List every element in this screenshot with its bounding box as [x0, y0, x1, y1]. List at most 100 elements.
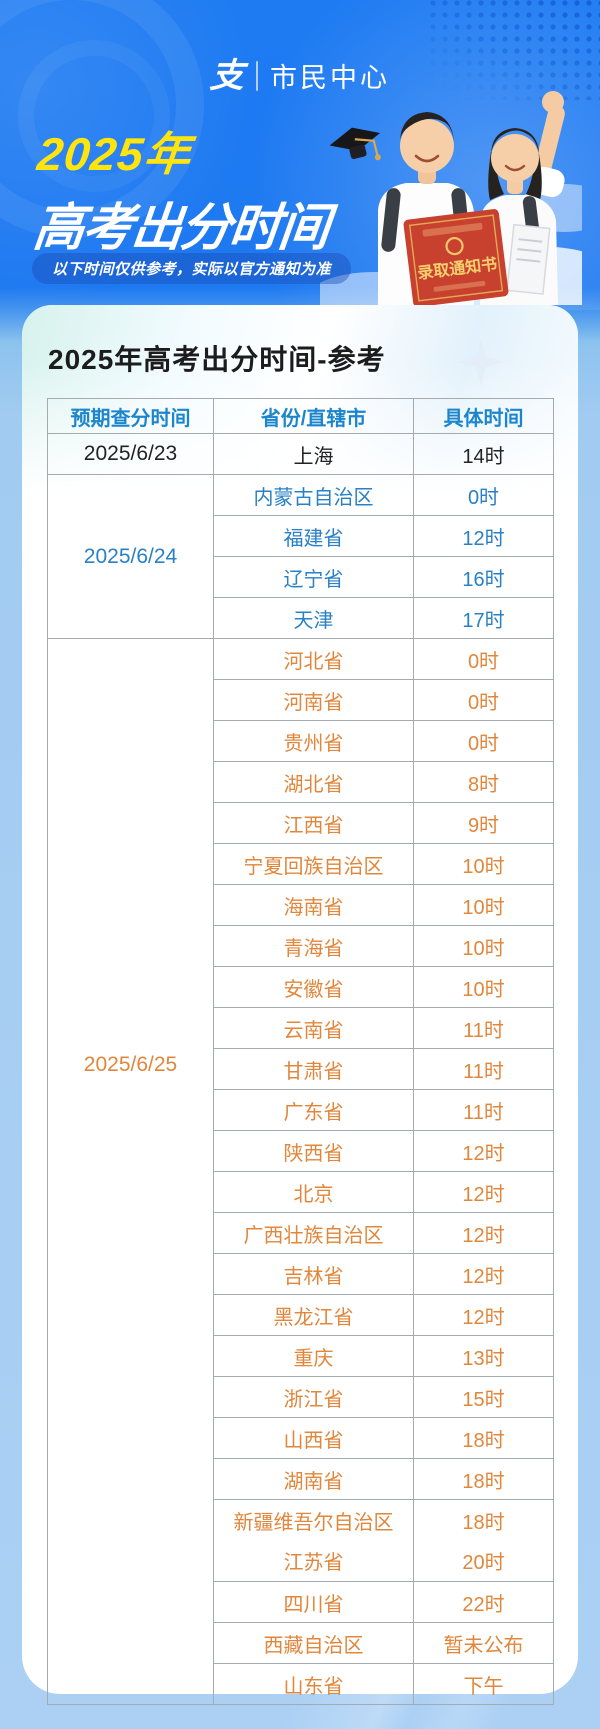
- province-cell: 贵州省: [213, 720, 414, 762]
- province-cell: 黑龙江省: [213, 1294, 414, 1336]
- brand-divider: [256, 60, 258, 91]
- date-label: 2025/6/25: [83, 1053, 178, 1076]
- brand-name: 市民中心: [270, 63, 390, 93]
- table-row: 重庆 13时: [48, 1335, 554, 1377]
- table-row: 吉林省 12时: [48, 1253, 554, 1295]
- time-cell: 0时: [413, 679, 554, 721]
- time-cell: 13时: [413, 1335, 554, 1377]
- province-cell: 浙江省: [213, 1376, 414, 1418]
- table-row: 2025/6/23 上海 14时: [47, 433, 554, 475]
- table-row: 山西省 18时: [48, 1417, 554, 1459]
- score-release-table: 预期查分时间 省份/直辖市 具体时间 2025/6/23 上海 14时 2025/6/24 内…: [47, 398, 554, 1705]
- province-cell: 湖北省: [213, 761, 414, 803]
- brand-bar: 支 市民中心: [0, 56, 600, 95]
- province-cell: 重庆: [213, 1335, 414, 1377]
- hero-section: 支 市民中心 2025年 高考出分时间 以下时间仅供参考，实际以官方通知为准: [0, 0, 600, 310]
- province-cell: 云南省: [213, 1007, 414, 1049]
- table-row: 海南省 10时: [48, 884, 554, 926]
- province-cell: 广西壮族自治区: [213, 1212, 414, 1254]
- province-cell: 吉林省: [213, 1253, 414, 1295]
- date-label: 2025/6/24: [83, 544, 178, 568]
- table-row: 四川省 22时: [48, 1581, 554, 1623]
- time-cell: 12时: [413, 1294, 554, 1336]
- province-cell: 安徽省: [213, 966, 414, 1008]
- table-row: 新疆维吾尔自治区 江苏省 18时 20时: [48, 1499, 554, 1582]
- table-row: 贵州省 0时: [48, 720, 554, 762]
- province-cell: 四川省: [213, 1581, 414, 1623]
- province-cell: 西藏自治区: [213, 1622, 414, 1664]
- province-cell: 山东省: [213, 1663, 414, 1705]
- column-header: 省份/直辖市: [213, 398, 414, 434]
- date-cell: 2025/6/23: [47, 433, 214, 475]
- province-value: 新疆维吾尔自治区: [233, 1511, 394, 1534]
- time-cell: 14时: [413, 433, 554, 475]
- halftone-dots: [430, 0, 600, 100]
- province-cell: 宁夏回族自治区: [213, 843, 414, 885]
- time-cell: 11时: [413, 1007, 554, 1049]
- province-cell: 内蒙古自治区: [213, 474, 414, 516]
- province-cell: 山西省: [213, 1417, 414, 1459]
- time-value: 18时: [462, 1511, 505, 1534]
- time-cell: 10时: [413, 925, 554, 967]
- province-cell: 海南省: [213, 884, 414, 926]
- table-header-row: 预期查分时间 省份/直辖市 具体时间: [47, 398, 554, 434]
- time-cell: 0时: [413, 638, 554, 680]
- time-cell: 11时: [413, 1048, 554, 1090]
- table-row: 宁夏回族自治区 10时: [48, 843, 554, 885]
- table-row: 安徽省 10时: [48, 966, 554, 1008]
- time-cell: 11时: [413, 1089, 554, 1131]
- table-row: 山东省 下午: [48, 1663, 554, 1705]
- province-cell: 陕西省: [213, 1130, 414, 1172]
- province-cell: 福建省: [213, 515, 414, 557]
- time-cell: 15时: [413, 1376, 554, 1418]
- time-cell: 12时: [413, 1171, 554, 1213]
- province-cell: 辽宁省: [213, 556, 414, 598]
- graduation-cap-icon: [329, 127, 381, 161]
- date-cell: 2025/6/25: [47, 638, 214, 1705]
- province-cell: 江西省: [213, 802, 414, 844]
- province-cell: 河南省: [213, 679, 414, 721]
- time-cell: 暂未公布: [413, 1622, 554, 1664]
- students-illustration: 录取通知书: [320, 91, 582, 305]
- province-cell: 青海省: [213, 925, 414, 967]
- table-row: 2025/6/24 内蒙古自治区 0时: [47, 474, 554, 639]
- time-cell: 12时: [413, 1130, 554, 1172]
- column-header: 预期查分时间: [47, 398, 214, 434]
- time-cell: 10时: [413, 884, 554, 926]
- time-cell: 8时: [413, 761, 554, 803]
- time-cell: 18时: [413, 1458, 554, 1500]
- province-cell: 河北省: [213, 638, 414, 680]
- table-row: 黑龙江省 12时: [48, 1294, 554, 1336]
- table-row: 江西省 9时: [48, 802, 554, 844]
- column-header: 具体时间: [413, 398, 554, 434]
- time-cell: 10时: [413, 966, 554, 1008]
- province-cell: 广东省: [213, 1089, 414, 1131]
- time-cell: 17时: [413, 597, 554, 639]
- province-cell: 天津: [213, 597, 414, 639]
- time-cell: 0时: [413, 474, 554, 516]
- hero-title-main: 高考出分时间: [30, 199, 331, 256]
- table-row: 北京 12时: [48, 1171, 554, 1213]
- date-cell: 2025/6/24: [47, 474, 214, 639]
- schedule-card: 2025年高考出分时间-参考 预期查分时间 省份/直辖市 具体时间 2025/6/23…: [22, 305, 578, 1705]
- time-cell: 10时: [413, 843, 554, 885]
- table-row: 广东省 11时: [48, 1089, 554, 1131]
- time-cell: 下午: [413, 1663, 554, 1705]
- table-row: 湖北省 8时: [48, 761, 554, 803]
- date-label: 2025/6/23: [83, 442, 178, 465]
- time-cell: 18时 20时: [413, 1499, 554, 1582]
- table-row: 河南省 0时: [48, 679, 554, 721]
- time-cell: 12时: [413, 1212, 554, 1254]
- table-row: 2025/6/25 河北省 0时: [47, 638, 554, 1705]
- admission-letter: 录取通知书: [403, 209, 509, 305]
- time-value: 20时: [462, 1552, 505, 1575]
- time-cell: 12时: [413, 515, 554, 557]
- time-cell: 16时: [413, 556, 554, 598]
- province-cell: 甘肃省: [213, 1048, 414, 1090]
- table-row: 福建省 12时: [48, 515, 554, 557]
- alipay-logo-icon: 支: [208, 56, 246, 95]
- province-cell: 北京: [213, 1171, 414, 1213]
- province-cell: 上海: [213, 433, 414, 475]
- table-row: 天津 17时: [48, 597, 554, 639]
